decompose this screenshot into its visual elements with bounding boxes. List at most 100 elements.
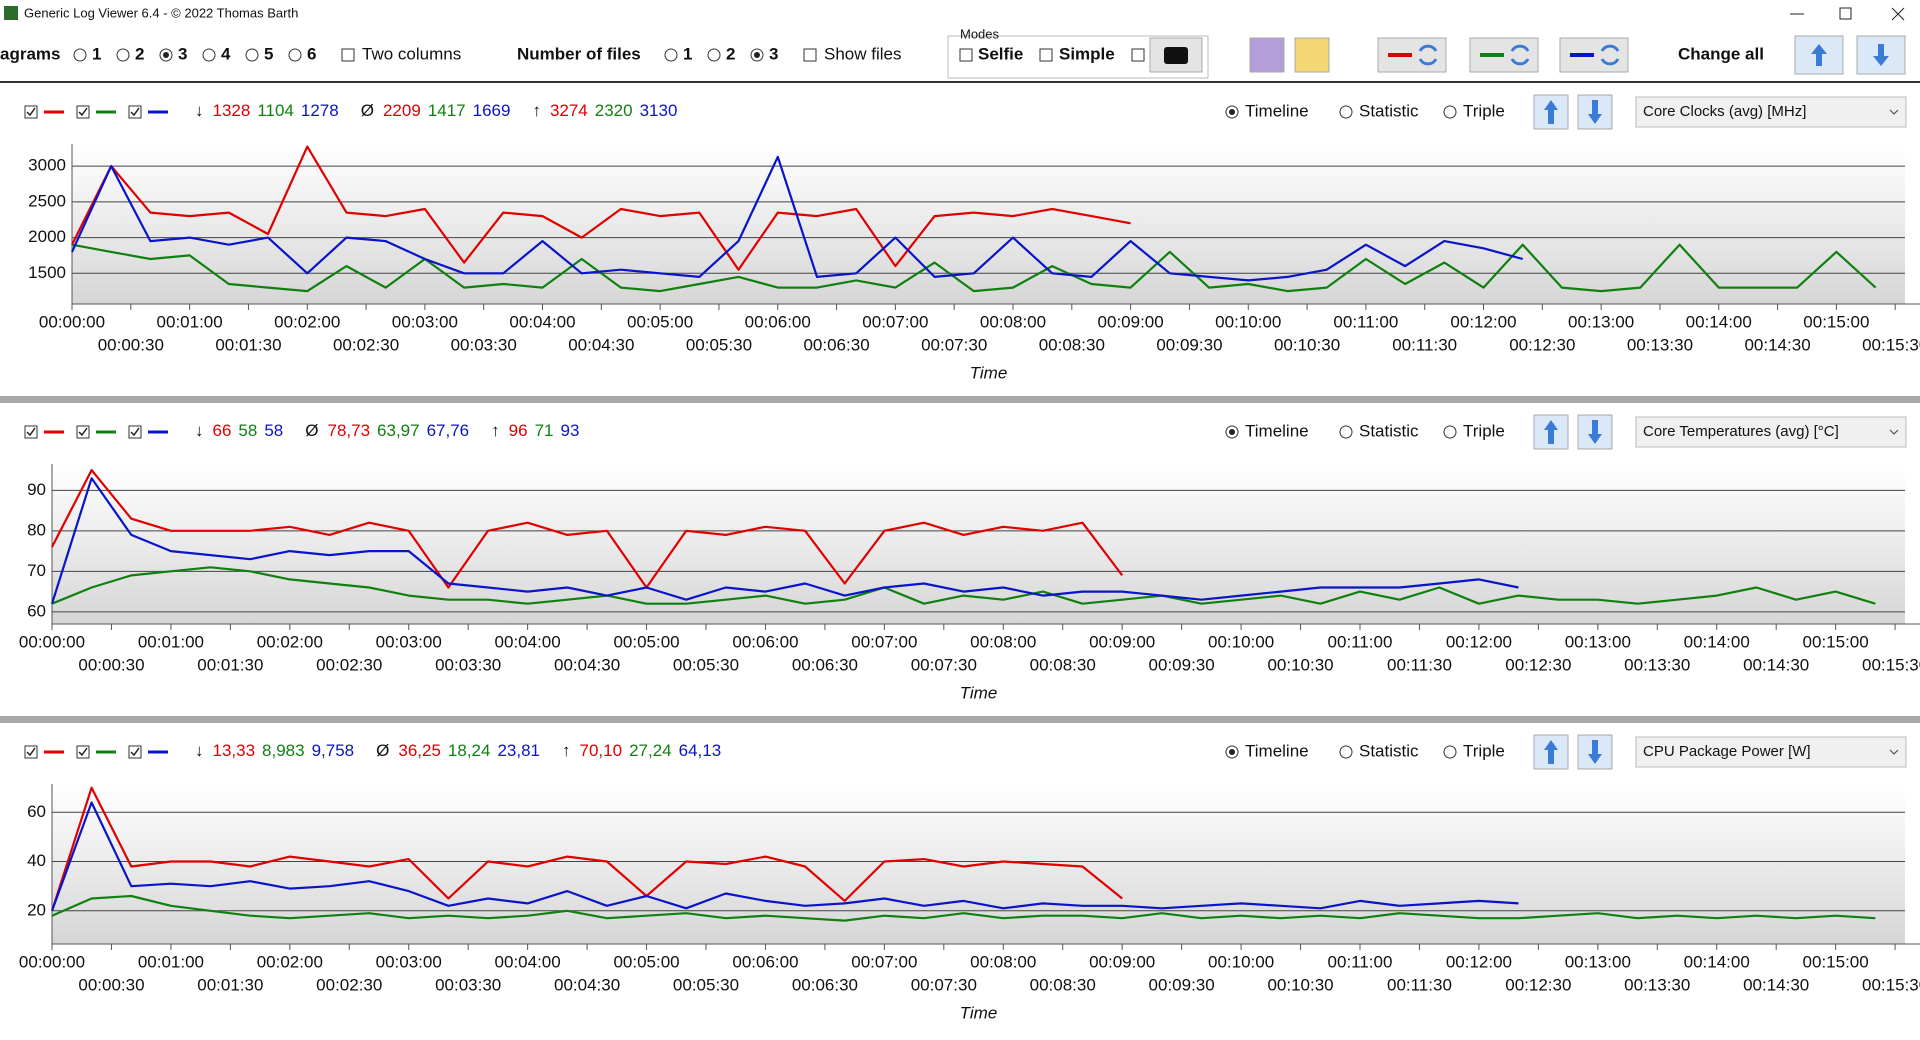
radio-button[interactable] [1443, 745, 1457, 759]
x-tick-label: 00:07:30 [921, 335, 987, 354]
checkbox[interactable] [76, 745, 90, 759]
file-option: 3 [769, 44, 778, 63]
x-tick-label: 00:15:00 [1803, 952, 1869, 971]
channel-dropdown[interactable] [1635, 96, 1907, 128]
x-tick-label: 00:13:30 [1624, 655, 1690, 674]
channel-dropdown[interactable] [1635, 736, 1907, 768]
radio-button[interactable] [288, 48, 302, 62]
stat-value: 67,76 [427, 421, 470, 440]
stats-line: ↓ 66 58 58 Ø 78,73 63,97 67,76 ↑ 96 71 93 [195, 421, 579, 440]
down-arrow [1588, 740, 1602, 764]
open-button[interactable] [1294, 37, 1330, 73]
down-arrow [1588, 100, 1602, 124]
x-tick-label: 00:06:30 [792, 655, 858, 674]
radio-button[interactable] [73, 48, 87, 62]
show-files-label: Show files [824, 44, 901, 63]
stat-symbol: ↓ [195, 421, 204, 440]
save-button[interactable] [1249, 37, 1285, 73]
checkbox[interactable] [24, 425, 38, 439]
checkbox[interactable] [128, 425, 142, 439]
checkbox[interactable] [24, 105, 38, 119]
plot-area [72, 144, 1905, 304]
view-mode-label: Timeline [1245, 421, 1309, 440]
radio-button[interactable] [1443, 425, 1457, 439]
x-tick-label: 00:14:00 [1684, 632, 1750, 651]
stat-value: 93 [560, 421, 579, 440]
x-tick-label: 00:12:30 [1505, 655, 1571, 674]
radio-button[interactable] [1339, 745, 1353, 759]
checkbox[interactable] [76, 425, 90, 439]
x-tick-label: 00:12:00 [1446, 952, 1512, 971]
stat-value: 1328 [213, 101, 251, 120]
swap-arrows [1510, 44, 1530, 66]
maximize-button[interactable] [1839, 7, 1852, 20]
series-line [71, 145, 1131, 271]
simple-label: Simple [1059, 44, 1115, 63]
y-tick-label: 3000 [28, 156, 66, 175]
checkbox[interactable] [128, 105, 142, 119]
x-tick-label: 00:10:30 [1274, 335, 1340, 354]
title-bar [0, 0, 1920, 26]
move-down-button[interactable] [1856, 35, 1906, 75]
x-tick-label: 00:09:00 [1098, 312, 1164, 331]
view-mode-label: Triple [1463, 101, 1505, 120]
x-tick-label: 00:01:00 [138, 632, 204, 651]
close-button[interactable] [1891, 7, 1905, 21]
x-tick-label: 00:04:30 [554, 655, 620, 674]
checkbox[interactable] [1039, 48, 1053, 62]
stat-symbol: ↑ [562, 741, 571, 760]
file-option: 2 [726, 44, 735, 63]
radio-button[interactable] [202, 48, 216, 62]
channel-dropdown[interactable] [1635, 416, 1907, 448]
view-mode-label: Statistic [1359, 101, 1419, 120]
stat-value: 96 [509, 421, 528, 440]
stat-symbol: ↓ [195, 101, 204, 120]
y-tick-label: 60 [27, 601, 46, 620]
view-mode-label: Statistic [1359, 421, 1419, 440]
y-tick-label: 2000 [28, 227, 66, 246]
x-tick-label: 00:06:00 [732, 952, 798, 971]
x-tick-label: 00:01:00 [157, 312, 223, 331]
view-mode-label: Statistic [1359, 741, 1419, 760]
x-tick-label: 00:08:00 [980, 312, 1046, 331]
checkbox[interactable] [803, 48, 817, 62]
stat-value: 78,73 [328, 421, 371, 440]
view-mode-label: Timeline [1245, 101, 1309, 120]
checkbox[interactable] [128, 745, 142, 759]
up-arrow [1544, 420, 1558, 444]
x-tick-label: 00:09:30 [1149, 975, 1215, 994]
x-tick-label: 00:07:30 [911, 655, 977, 674]
y-tick-label: 80 [27, 520, 46, 539]
x-tick-label: 00:06:00 [745, 312, 811, 331]
radio-button[interactable] [245, 48, 259, 62]
stat-value: 63,97 [377, 421, 420, 440]
checkbox[interactable] [24, 745, 38, 759]
x-tick-label: 00:02:00 [274, 312, 340, 331]
checkbox[interactable] [1131, 48, 1145, 62]
stat-value: 27,24 [629, 741, 672, 760]
x-tick-label: 00:04:00 [495, 632, 561, 651]
radio-button[interactable] [1443, 105, 1457, 119]
checkbox[interactable] [341, 48, 355, 62]
radio-button[interactable] [707, 48, 721, 62]
checkbox[interactable] [959, 48, 973, 62]
radio-button[interactable] [116, 48, 130, 62]
radio-button[interactable] [1339, 105, 1353, 119]
chart-title: Core Clocks (avg) [MHz] [1643, 103, 1806, 120]
series-line [71, 243, 1877, 293]
x-tick-label: 00:11:30 [1387, 975, 1452, 994]
radio-button[interactable] [1339, 425, 1353, 439]
radio-button[interactable] [664, 48, 678, 62]
up-arrow [1544, 100, 1558, 124]
x-tick-label: 00:05:00 [613, 632, 679, 651]
stat-value: 71 [535, 421, 554, 440]
x-tick-label: 00:11:30 [1387, 655, 1452, 674]
x-tick-label: 00:08:30 [1039, 335, 1105, 354]
check-mark [130, 427, 140, 437]
stat-value: 58 [238, 421, 257, 440]
stat-symbol: Ø [305, 421, 318, 440]
x-tick-label: 00:11:30 [1392, 335, 1457, 354]
x-tick-label: 00:09:30 [1156, 335, 1222, 354]
checkbox[interactable] [76, 105, 90, 119]
